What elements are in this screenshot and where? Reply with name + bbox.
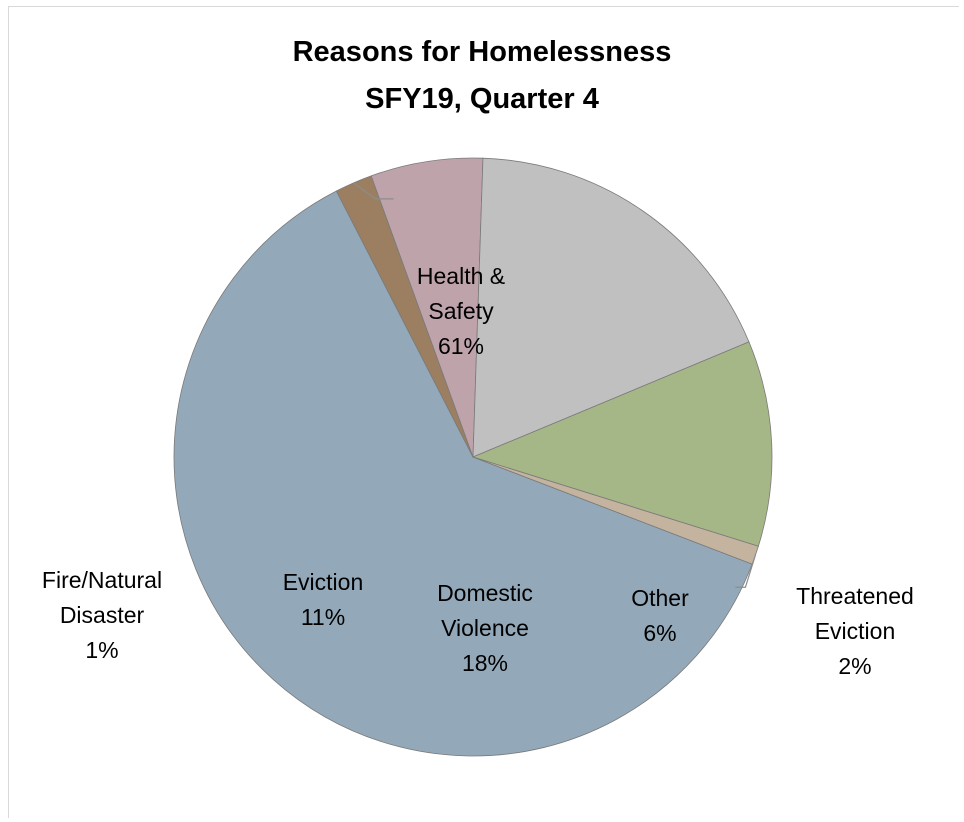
slice-label-eviction-line-2: 11% bbox=[301, 604, 345, 630]
pie-slice-health-safety bbox=[173, 190, 753, 757]
slice-label-health-safety-line-1: Health & bbox=[417, 263, 505, 289]
slice-label-fire-natural-disaster-line-2: Disaster bbox=[60, 602, 145, 628]
slice-label-threatened-eviction-line-3: 2% bbox=[838, 653, 871, 679]
leader-line-threatened-eviction bbox=[353, 182, 394, 200]
slice-label-other-line-2: 6% bbox=[643, 620, 676, 646]
slice-label-domestic-violence-line-1: Domestic bbox=[437, 580, 533, 606]
slice-label-health-safety-line-3: 61% bbox=[438, 333, 484, 359]
pie-slice-eviction bbox=[471, 341, 773, 547]
slice-label-eviction-line-1: Eviction bbox=[283, 569, 364, 595]
slice-label-domestic-violence-line-2: Violence bbox=[441, 615, 529, 641]
slice-label-fire-natural-disaster-line-3: 1% bbox=[85, 637, 118, 663]
slice-label-domestic-violence-line-3: 18% bbox=[462, 650, 508, 676]
slice-label-threatened-eviction-line-1: Threatened bbox=[796, 583, 914, 609]
pie-slice-domestic-violence bbox=[472, 157, 750, 458]
slice-label-fire-natural-disaster-line-1: Fire/Natural bbox=[42, 567, 162, 593]
chart-title-line-2: SFY19, Quarter 4 bbox=[365, 83, 599, 115]
leader-line-fire-natural-disaster bbox=[735, 555, 756, 588]
slice-label-health-safety-line-2: Safety bbox=[428, 298, 494, 324]
slice-label-other-line-1: Other bbox=[631, 585, 689, 611]
chart-title-line-1: Reasons for Homelessness bbox=[292, 36, 672, 68]
slice-label-threatened-eviction-line-2: Eviction bbox=[815, 618, 896, 644]
